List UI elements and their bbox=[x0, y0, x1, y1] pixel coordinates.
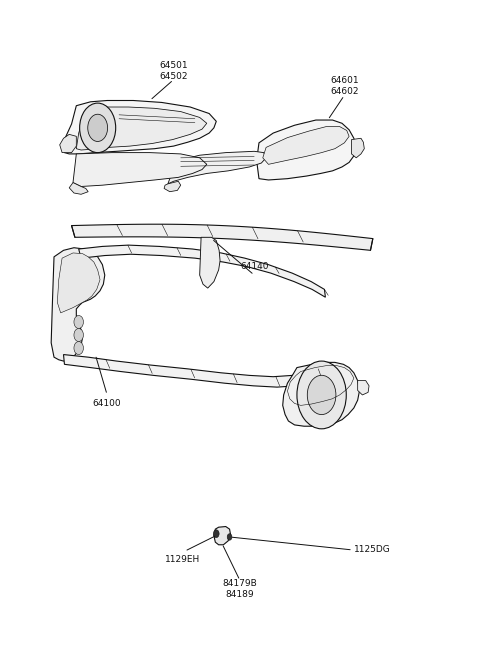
Polygon shape bbox=[168, 151, 266, 184]
Polygon shape bbox=[57, 253, 100, 313]
Polygon shape bbox=[214, 526, 230, 545]
Polygon shape bbox=[257, 120, 356, 180]
Circle shape bbox=[74, 315, 84, 328]
Polygon shape bbox=[351, 138, 364, 158]
Polygon shape bbox=[63, 355, 322, 387]
Text: 64100: 64100 bbox=[93, 399, 121, 408]
Polygon shape bbox=[72, 224, 373, 250]
Text: 84179B
84189: 84179B 84189 bbox=[223, 579, 257, 599]
Circle shape bbox=[227, 533, 232, 540]
Polygon shape bbox=[73, 152, 207, 187]
Polygon shape bbox=[62, 101, 216, 154]
Polygon shape bbox=[263, 127, 349, 164]
Polygon shape bbox=[200, 237, 220, 288]
Circle shape bbox=[88, 114, 108, 141]
Polygon shape bbox=[51, 248, 105, 361]
Polygon shape bbox=[283, 363, 360, 426]
Text: 64140: 64140 bbox=[240, 262, 268, 271]
Polygon shape bbox=[60, 135, 76, 152]
Text: 64501
64502: 64501 64502 bbox=[159, 62, 188, 81]
Polygon shape bbox=[164, 181, 180, 192]
Circle shape bbox=[307, 375, 336, 415]
Circle shape bbox=[74, 328, 84, 342]
Polygon shape bbox=[358, 380, 369, 395]
Polygon shape bbox=[69, 183, 88, 194]
Circle shape bbox=[214, 530, 219, 537]
Text: 64601
64602: 64601 64602 bbox=[330, 76, 359, 96]
Circle shape bbox=[74, 342, 84, 355]
Polygon shape bbox=[76, 107, 207, 150]
Text: 1125DG: 1125DG bbox=[354, 545, 391, 555]
Polygon shape bbox=[79, 245, 325, 297]
Circle shape bbox=[297, 361, 346, 429]
Circle shape bbox=[80, 103, 116, 152]
Text: 1129EH: 1129EH bbox=[166, 555, 201, 564]
